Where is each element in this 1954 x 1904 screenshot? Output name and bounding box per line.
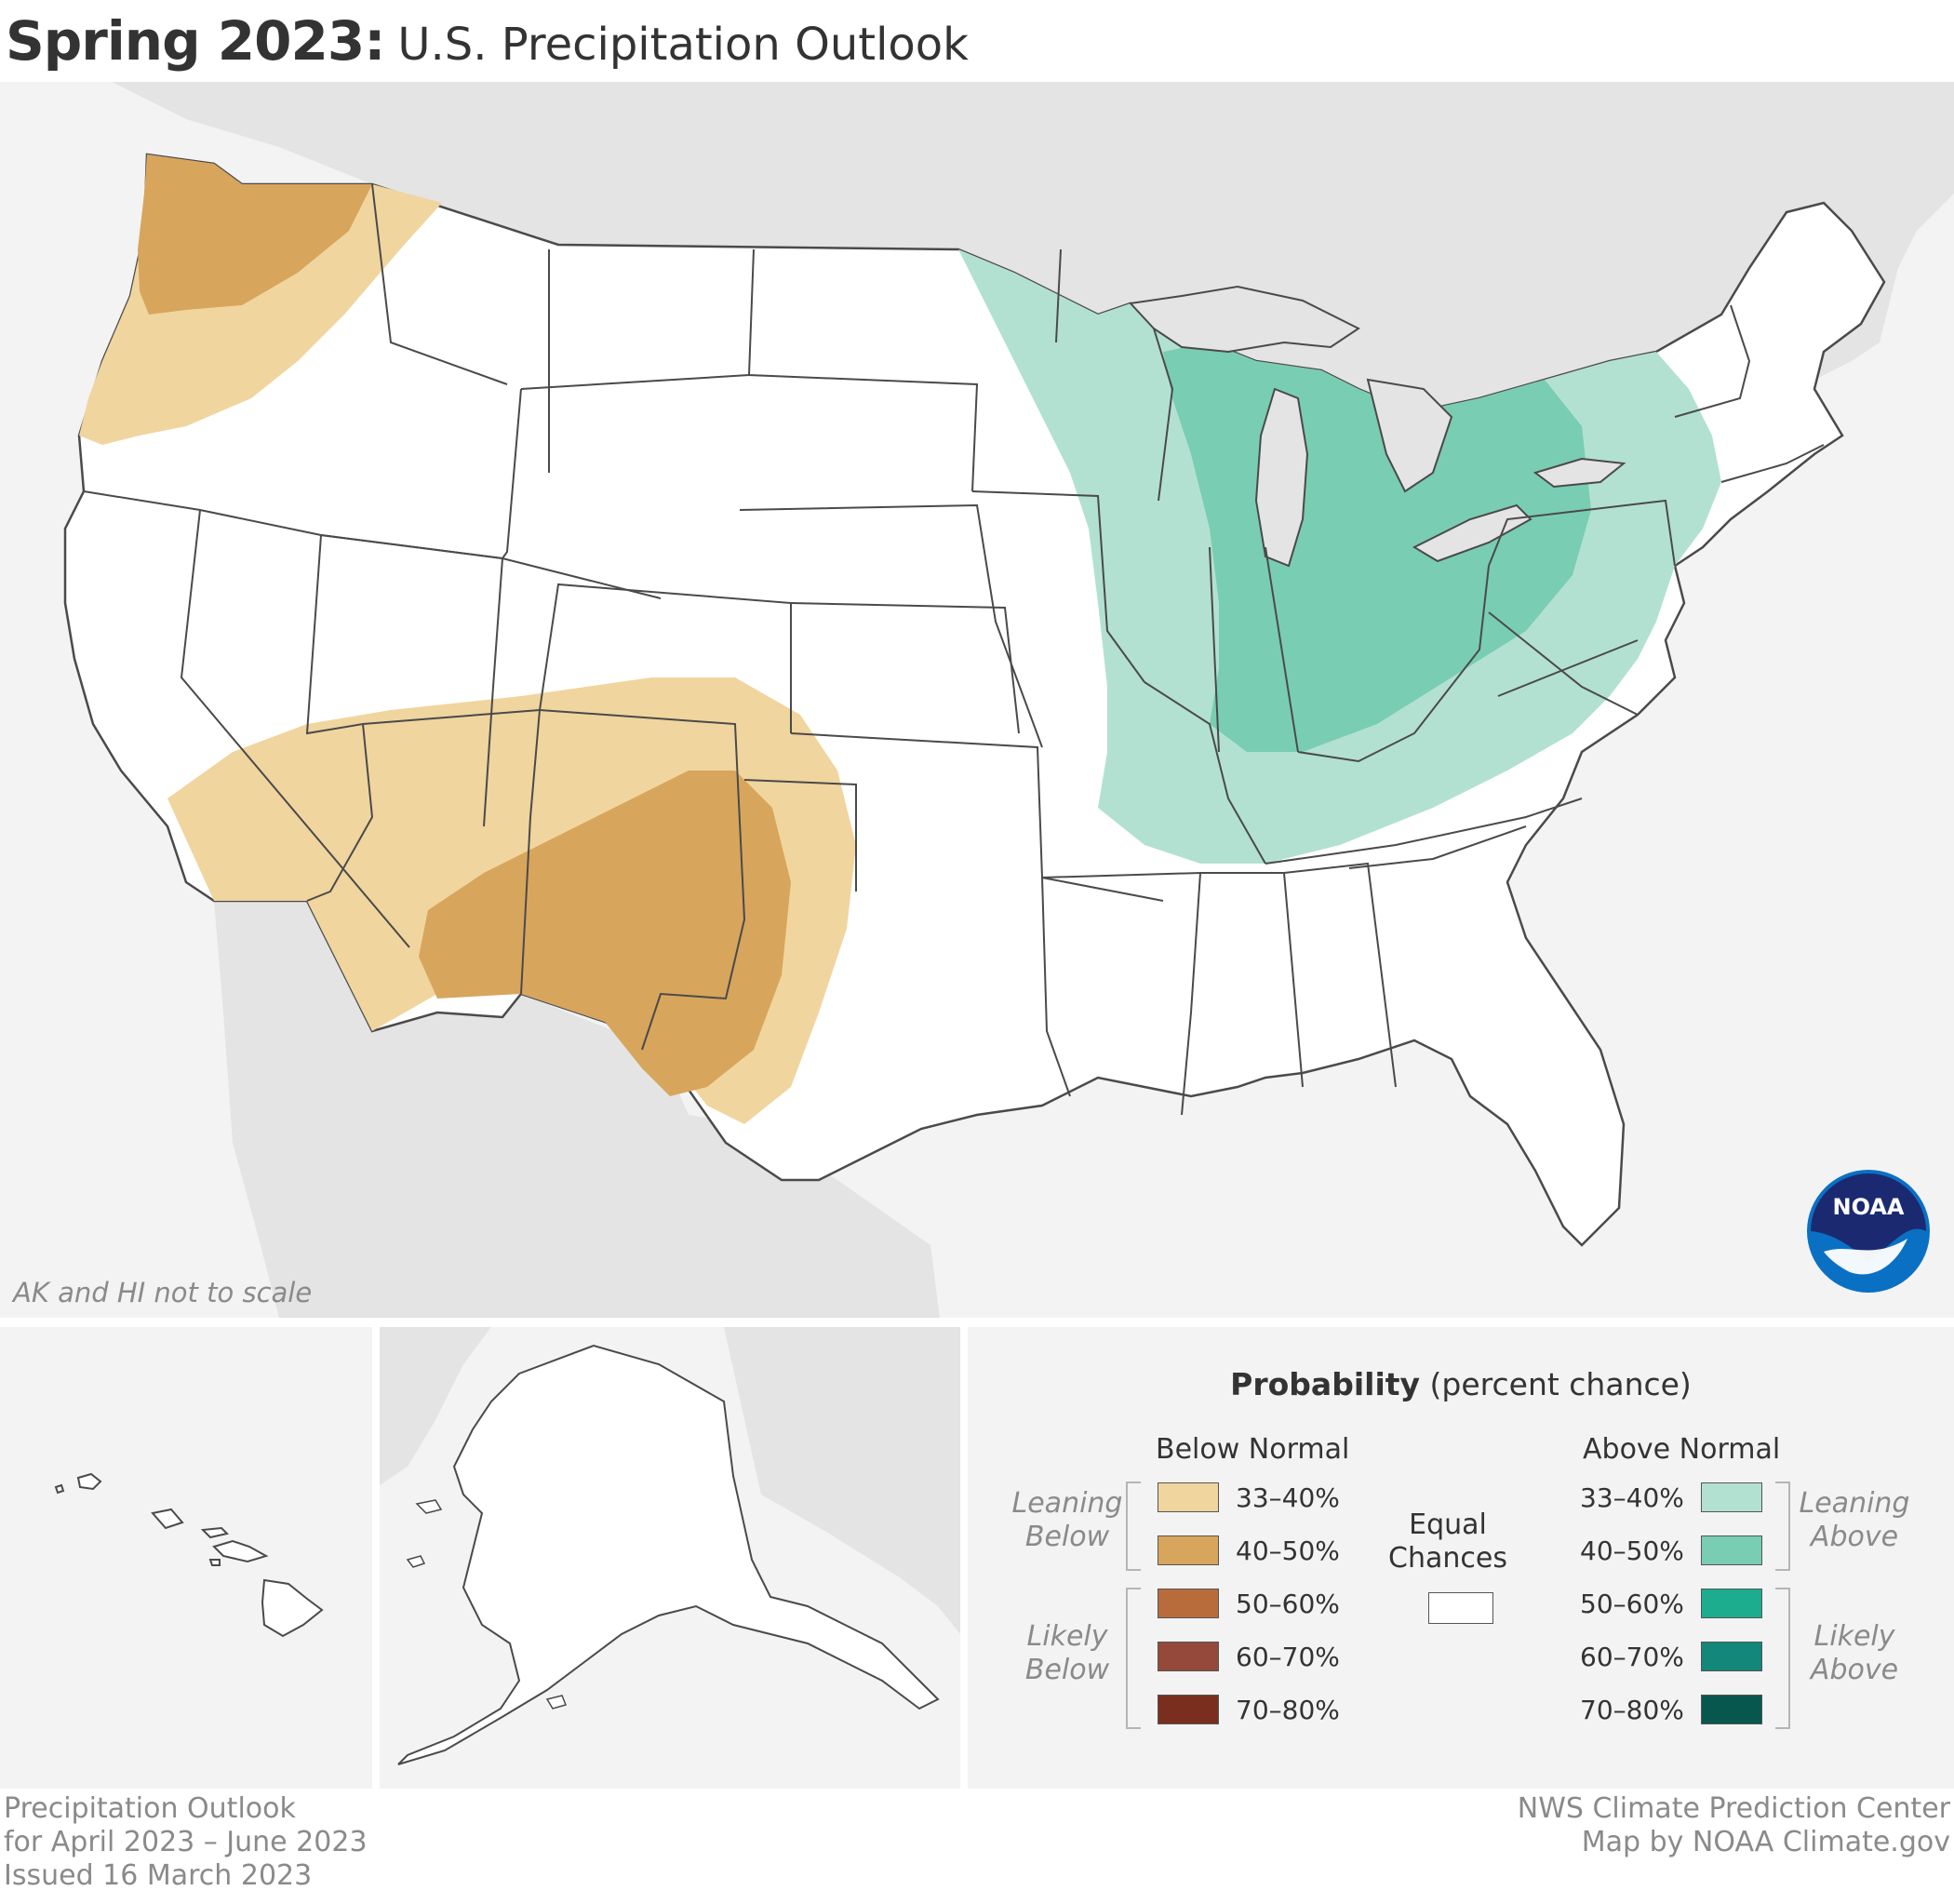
legend-below-swatch xyxy=(1158,1535,1219,1565)
legend-above-swatch xyxy=(1700,1589,1762,1618)
footer-outlook-period: for April 2023 – June 2023 xyxy=(4,1826,368,1858)
leaning-below-bracket xyxy=(1126,1482,1141,1571)
lake-superior xyxy=(1128,285,1360,354)
state-boundaries xyxy=(83,183,1825,1116)
alaska-map xyxy=(380,1327,960,1765)
legend-above-swatch xyxy=(1700,1482,1762,1512)
lake-ontario xyxy=(1532,457,1626,489)
title-season: Spring 2023: xyxy=(6,9,385,73)
likely-above-line2: Above xyxy=(1810,1654,1899,1686)
equal-chances-label: Equal Chances xyxy=(1373,1508,1522,1575)
legend-above-label: 33–40% xyxy=(1580,1482,1684,1513)
legend-title: Probability (percent chance) xyxy=(968,1366,1954,1402)
legend-above-label: 50–60% xyxy=(1580,1588,1684,1619)
hawaii-map xyxy=(54,1472,324,1638)
legend-above-label: 40–50% xyxy=(1580,1535,1684,1566)
legend-above-row: 33–40% xyxy=(1580,1482,1762,1513)
below-normal-heading: Below Normal xyxy=(1156,1433,1350,1466)
likely-above-line1: Likely xyxy=(1813,1620,1895,1653)
leaning-above-line2: Above xyxy=(1810,1521,1899,1553)
legend-below-row: 50–60% xyxy=(1158,1588,1340,1619)
hawaii-inset xyxy=(0,1327,372,1789)
legend-title-rest: (percent chance) xyxy=(1420,1366,1692,1402)
legend-above-swatch xyxy=(1700,1642,1762,1671)
leaning-above-label: Leaning Above xyxy=(1794,1487,1915,1554)
alaska-land xyxy=(397,1344,940,1765)
equal-chances-line2: Chances xyxy=(1388,1542,1507,1575)
equal-chances-line1: Equal xyxy=(1409,1508,1487,1541)
region-below-sw-likely xyxy=(419,771,791,1096)
leaning-above-bracket xyxy=(1775,1482,1790,1571)
footer-credits: NWS Climate Prediction Center Map by NOA… xyxy=(1518,1792,1950,1859)
conus-map-graphic xyxy=(0,82,1954,1318)
legend-above-row: 60–70% xyxy=(1580,1641,1762,1672)
legend-above-row: 50–60% xyxy=(1580,1588,1762,1619)
footer-issued-date: Issued 16 March 2023 xyxy=(4,1859,313,1892)
lake-erie xyxy=(1412,503,1532,563)
legend-below-label: 70–80% xyxy=(1236,1694,1340,1725)
legend-below-swatch xyxy=(1158,1482,1219,1512)
legend-below-swatch xyxy=(1158,1589,1219,1618)
legend-below-label: 40–50% xyxy=(1236,1535,1340,1566)
legend-below-row: 70–80% xyxy=(1158,1694,1340,1725)
legend-below-row: 40–50% xyxy=(1158,1535,1340,1566)
footer-outlook-info: Precipitation Outlook for April 2023 – J… xyxy=(4,1792,368,1893)
legend-above-swatch xyxy=(1700,1695,1762,1724)
legend-below-row: 60–70% xyxy=(1158,1641,1340,1672)
likely-below-label: Likely Below xyxy=(1007,1620,1128,1687)
legend-above-label: 60–70% xyxy=(1580,1641,1684,1672)
alaska-inset xyxy=(380,1327,960,1789)
legend-above-row: 70–80% xyxy=(1580,1694,1762,1725)
leaning-below-line2: Below xyxy=(1024,1521,1110,1553)
legend-above-label: 70–80% xyxy=(1580,1694,1684,1725)
noaa-logo: NOAA xyxy=(1805,1168,1932,1294)
footer-map-credit: Map by NOAA Climate.gov xyxy=(1581,1826,1950,1858)
leaning-below-line1: Leaning xyxy=(1011,1487,1123,1520)
equal-chances-swatch xyxy=(1428,1592,1493,1624)
legend-above-row: 40–50% xyxy=(1580,1535,1762,1566)
title-subject: U.S. Precipitation Outlook xyxy=(397,19,969,71)
legend-above-swatch xyxy=(1700,1535,1762,1565)
footer-outlook-title: Precipitation Outlook xyxy=(4,1792,296,1825)
legend-below-label: 33–40% xyxy=(1236,1482,1340,1513)
legend-below-row: 33–40% xyxy=(1158,1482,1340,1513)
legend-below-swatch xyxy=(1158,1695,1219,1724)
region-below-nw-likely xyxy=(138,154,372,315)
leaning-below-label: Leaning Below xyxy=(1007,1487,1128,1554)
likely-below-bracket xyxy=(1126,1588,1141,1729)
noaa-logo-text: NOAA xyxy=(1833,1194,1905,1220)
page-title: Spring 2023: U.S. Precipitation Outlook xyxy=(6,9,969,80)
scale-note: AK and HI not to scale xyxy=(13,1277,313,1308)
legend: Probability (percent chance) Below Norma… xyxy=(968,1327,1954,1789)
legend-title-bold: Probability xyxy=(1230,1366,1421,1402)
lake-huron xyxy=(1366,378,1453,493)
likely-below-line1: Likely xyxy=(1026,1620,1108,1653)
legend-below-label: 50–60% xyxy=(1236,1588,1340,1619)
conus-map: AK and HI not to scale xyxy=(0,82,1954,1318)
lake-michigan xyxy=(1254,387,1309,568)
likely-above-bracket xyxy=(1775,1588,1790,1729)
above-normal-heading: Above Normal xyxy=(1583,1433,1781,1466)
likely-below-line2: Below xyxy=(1024,1654,1110,1686)
legend-below-swatch xyxy=(1158,1642,1219,1671)
leaning-above-line1: Leaning xyxy=(1799,1487,1910,1520)
footer-source: NWS Climate Prediction Center xyxy=(1517,1792,1950,1825)
likely-above-label: Likely Above xyxy=(1794,1620,1915,1687)
legend-below-label: 60–70% xyxy=(1236,1641,1340,1672)
